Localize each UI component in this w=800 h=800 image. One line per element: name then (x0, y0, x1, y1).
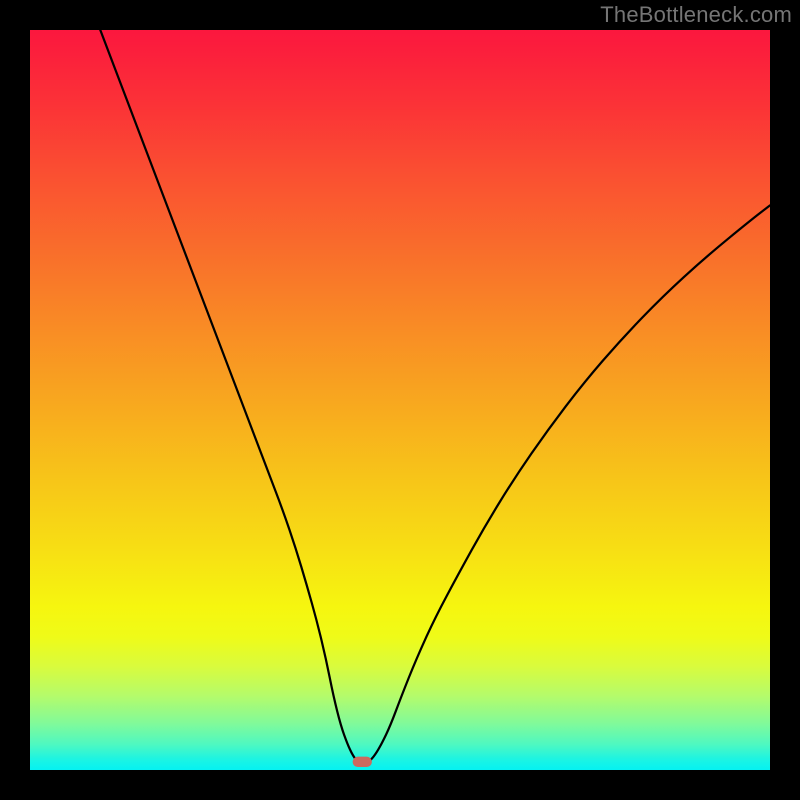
chart-frame: TheBottleneck.com (0, 0, 800, 800)
plot-area (30, 30, 770, 770)
plot-svg (30, 30, 770, 770)
watermark-text: TheBottleneck.com (600, 2, 792, 28)
minimum-marker (353, 757, 372, 767)
gradient-background (30, 30, 770, 770)
